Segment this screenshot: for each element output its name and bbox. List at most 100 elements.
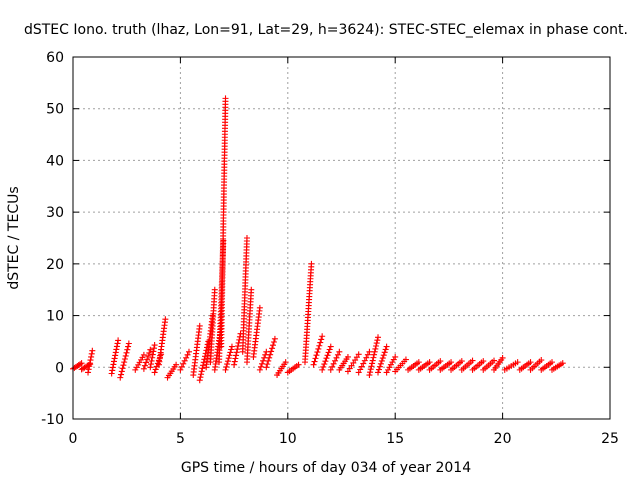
data-arc — [207, 286, 218, 366]
data-point — [185, 348, 192, 355]
data-arc — [516, 359, 534, 373]
data-arc — [538, 359, 556, 373]
data-point — [232, 355, 239, 362]
data-point — [140, 365, 147, 372]
data-point — [184, 351, 191, 358]
data-arc — [177, 348, 192, 373]
data-point — [369, 357, 376, 364]
plot-frame — [72, 56, 611, 420]
data-point — [267, 351, 274, 358]
data-point — [322, 358, 329, 365]
data-point — [117, 374, 124, 381]
data-point — [196, 377, 203, 384]
data-point — [263, 364, 270, 371]
data-point — [319, 366, 326, 373]
data-point — [231, 361, 238, 368]
data-arc — [243, 286, 255, 366]
data-point — [118, 371, 125, 378]
data-point — [88, 350, 95, 357]
data-point — [178, 363, 185, 370]
data-point — [375, 369, 382, 376]
data-point — [499, 354, 506, 361]
data-point — [152, 366, 159, 373]
data-point — [314, 349, 321, 356]
data-point — [141, 362, 148, 369]
data-point — [383, 343, 390, 350]
data-point — [448, 359, 455, 366]
data-arc — [284, 361, 302, 376]
data-point — [198, 368, 205, 375]
data-point — [260, 357, 267, 364]
data-point — [295, 361, 302, 368]
data-point — [85, 366, 92, 373]
data-arc — [448, 358, 465, 373]
x-axis-label: GPS time / hours of day 034 of year 2014 — [181, 460, 471, 476]
data-point — [355, 351, 362, 358]
data-point — [233, 352, 240, 359]
data-point — [311, 358, 318, 365]
data-point — [200, 362, 207, 369]
data-arc — [437, 359, 455, 373]
data-arc — [480, 357, 498, 373]
data-point — [151, 345, 158, 352]
data-point — [323, 355, 330, 362]
y-tick-label: 50 — [46, 102, 64, 118]
data-point — [514, 359, 521, 366]
data-point — [147, 364, 154, 371]
data-arc — [164, 361, 180, 381]
data-arc — [405, 359, 422, 373]
data-point — [367, 366, 374, 373]
data-point — [199, 365, 206, 372]
data-arc — [549, 360, 566, 373]
data-point — [333, 354, 340, 361]
data-point — [88, 353, 95, 360]
data-point — [383, 369, 390, 376]
data-point — [224, 358, 231, 365]
y-tick-label: 10 — [46, 309, 64, 325]
data-point — [143, 359, 150, 366]
data-arc — [108, 337, 122, 377]
data-point — [231, 358, 238, 365]
data-arc — [222, 343, 235, 373]
data-point — [77, 361, 84, 368]
data-point — [146, 349, 153, 356]
data-point — [180, 360, 187, 367]
data-point — [382, 346, 389, 353]
data-point — [268, 348, 275, 355]
y-tick-label: 20 — [46, 257, 64, 273]
data-point — [233, 349, 240, 356]
x-tick-label: 10 — [279, 431, 297, 447]
data-point — [326, 346, 333, 353]
data-arc — [85, 347, 96, 376]
data-point — [122, 352, 129, 359]
data-point — [147, 346, 154, 353]
x-tick-label: 5 — [176, 431, 185, 447]
data-point — [371, 348, 378, 355]
data-point — [386, 364, 393, 371]
data-point — [119, 365, 126, 372]
data-point — [271, 335, 278, 342]
data-arc — [491, 354, 506, 373]
data-point — [227, 349, 234, 356]
data-point — [264, 361, 271, 368]
data-point — [224, 361, 231, 368]
data-point — [334, 351, 341, 358]
data-point — [228, 343, 235, 350]
data-point — [366, 348, 373, 355]
data-point — [85, 369, 92, 376]
data-point — [317, 339, 324, 346]
data-point — [228, 346, 235, 353]
data-arc — [301, 260, 315, 366]
x-tick-label: 20 — [494, 431, 512, 447]
data-arc — [140, 346, 154, 372]
data-point — [321, 361, 328, 368]
data-point — [372, 345, 379, 352]
data-point — [259, 360, 266, 367]
data-point — [370, 354, 377, 361]
data-point — [256, 304, 263, 311]
data-point — [225, 355, 232, 362]
data-point — [120, 362, 127, 369]
data-point — [538, 357, 545, 364]
data-arc — [527, 357, 545, 373]
data-point — [320, 363, 327, 370]
